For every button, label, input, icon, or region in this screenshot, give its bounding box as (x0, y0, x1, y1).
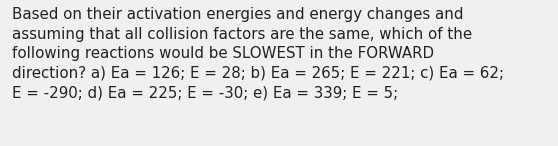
Text: Based on their activation energies and energy changes and
assuming that all coll: Based on their activation energies and e… (12, 7, 504, 101)
